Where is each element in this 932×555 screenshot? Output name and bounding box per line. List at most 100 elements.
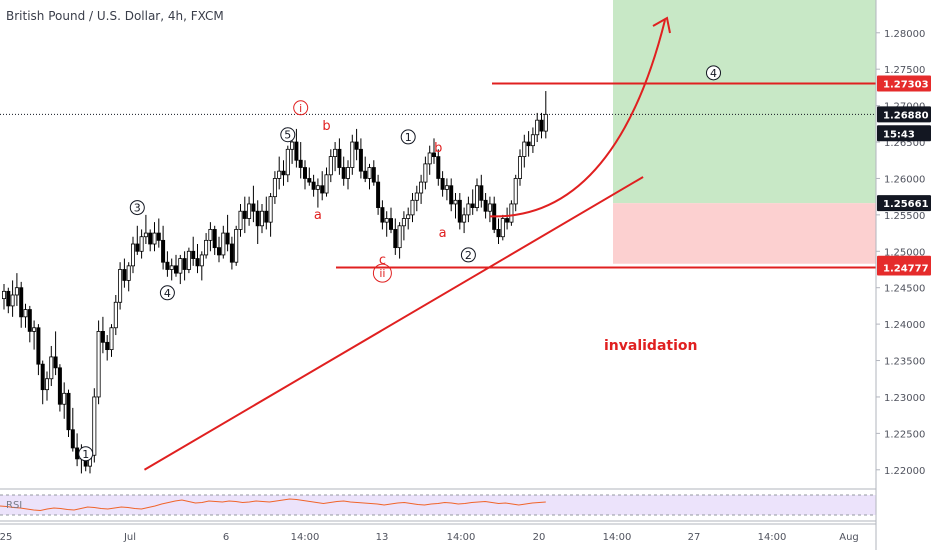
candle-body	[393, 229, 398, 249]
candle-body	[315, 185, 320, 190]
wave-text: 3	[134, 202, 141, 215]
candle-body	[500, 218, 505, 238]
candle-body	[96, 331, 101, 398]
candle	[371, 160, 376, 186]
rsi-line	[0, 498, 546, 512]
candle-body	[14, 287, 19, 296]
candle-body	[535, 119, 540, 136]
price-tick-label: 1.25000	[884, 247, 925, 258]
wave-label: 2	[460, 247, 476, 263]
candle	[259, 203, 264, 234]
candle-body	[10, 294, 15, 307]
candle	[354, 128, 359, 161]
candle-body	[268, 196, 273, 223]
candle	[225, 214, 230, 252]
candle-body	[186, 250, 191, 270]
candle-body	[367, 167, 372, 179]
candle	[92, 388, 97, 463]
candle	[169, 258, 174, 281]
candle	[423, 156, 428, 190]
candle	[535, 112, 540, 143]
candle-body	[285, 148, 290, 176]
candle-body	[380, 207, 385, 223]
candle	[14, 273, 19, 306]
candle	[440, 171, 445, 197]
candle	[457, 193, 462, 230]
candle	[462, 207, 467, 234]
candle	[302, 160, 307, 190]
candle	[522, 134, 527, 168]
candle	[397, 222, 402, 259]
candle	[281, 160, 286, 186]
candle	[401, 211, 406, 241]
candle-body	[247, 203, 252, 219]
candle-body	[298, 159, 303, 168]
price-tick-label: 1.24500	[884, 284, 925, 295]
candle	[367, 163, 372, 190]
candle	[315, 178, 320, 208]
candle-body	[143, 232, 148, 238]
candle	[122, 258, 127, 288]
time-tick-label: 25	[0, 532, 12, 543]
price-label-text: 1.25661	[883, 199, 929, 210]
candle-body	[479, 185, 484, 201]
price-tick-label: 1.23500	[884, 357, 925, 368]
candle-body	[483, 199, 488, 212]
candle	[526, 131, 531, 157]
candle	[161, 225, 166, 270]
wave-label: c	[379, 253, 386, 268]
candle-body	[148, 232, 153, 245]
candle-body	[496, 229, 501, 238]
candle	[376, 174, 381, 215]
candle	[36, 324, 41, 376]
candle	[453, 193, 458, 219]
candle	[57, 364, 62, 412]
price-label-text: 1.27303	[883, 80, 929, 91]
candle	[341, 156, 346, 186]
candle-body	[530, 134, 535, 147]
candle-body	[152, 232, 157, 245]
candle-body	[199, 254, 204, 267]
candle-body	[505, 218, 510, 223]
candle	[380, 200, 385, 230]
candle-body	[216, 247, 221, 256]
candle-body	[423, 163, 428, 183]
candle-body	[518, 156, 523, 179]
trendline	[143, 176, 644, 471]
candle	[470, 189, 475, 215]
candle	[328, 149, 333, 183]
candle	[505, 207, 510, 230]
price-label: 1.26880	[877, 106, 931, 123]
candle-body	[53, 356, 58, 369]
price-tick-label: 1.28000	[884, 29, 925, 40]
price-tick-label: 1.25500	[884, 211, 925, 222]
price-tick-label: 1.22500	[884, 429, 925, 440]
candle-body	[32, 327, 37, 332]
candle	[32, 320, 37, 350]
wave-label: 5	[280, 127, 296, 143]
price-tick-label: 1.27500	[884, 65, 925, 76]
wave-text: b	[322, 119, 330, 134]
price-label: 1.24777	[877, 259, 931, 276]
candle-body	[62, 392, 67, 405]
candle-body	[45, 378, 50, 391]
time-tick-label: Jul	[123, 532, 136, 543]
candle-body	[255, 210, 260, 227]
candle	[113, 294, 118, 336]
candle	[70, 407, 75, 452]
candle	[109, 324, 114, 357]
candle	[10, 280, 15, 317]
candle	[118, 262, 123, 310]
candle	[229, 236, 234, 270]
candle	[393, 218, 398, 255]
candle	[509, 200, 514, 226]
candle	[363, 156, 368, 183]
candle	[384, 211, 389, 237]
wave-label: 1	[400, 129, 416, 145]
wave-text: 2	[465, 249, 472, 262]
candle-body	[122, 269, 127, 281]
wave-circle	[293, 100, 309, 116]
candle-body	[100, 331, 105, 343]
